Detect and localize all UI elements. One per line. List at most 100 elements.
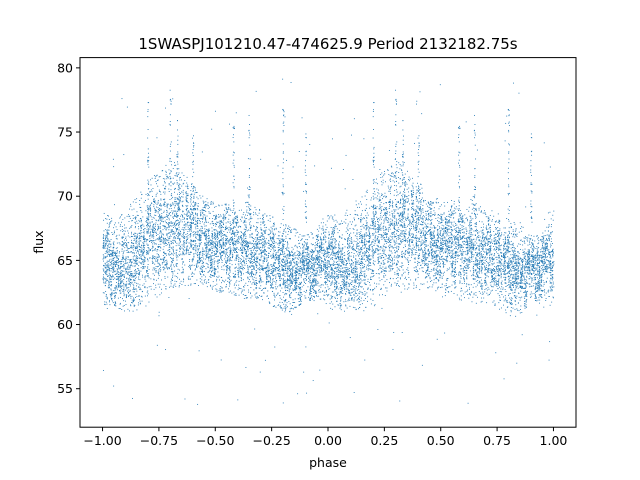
- data-point: [467, 258, 469, 260]
- data-point: [107, 229, 109, 231]
- data-point: [377, 259, 379, 261]
- data-point: [185, 229, 187, 231]
- data-point: [451, 211, 453, 213]
- data-point: [429, 223, 431, 225]
- data-point: [234, 244, 236, 246]
- data-point: [131, 271, 133, 273]
- data-point: [330, 267, 332, 269]
- data-point: [151, 235, 153, 237]
- data-point: [138, 257, 140, 259]
- data-point: [129, 279, 131, 281]
- data-point: [420, 236, 422, 238]
- data-point: [444, 248, 446, 250]
- data-point: [121, 250, 123, 252]
- data-point: [190, 221, 192, 223]
- data-point: [408, 236, 409, 238]
- data-point: [379, 257, 381, 259]
- data-point: [441, 247, 443, 249]
- data-point: [446, 232, 448, 234]
- data-point: [183, 253, 185, 255]
- data-point: [431, 254, 432, 256]
- data-point: [126, 281, 128, 283]
- data-point: [393, 241, 395, 243]
- data-point: [353, 240, 355, 242]
- data-point: [367, 268, 369, 270]
- data-point: [192, 248, 194, 250]
- data-point: [160, 199, 162, 201]
- data-point: [411, 193, 412, 195]
- data-point: [133, 254, 135, 256]
- data-point: [245, 251, 247, 253]
- data-point: [120, 266, 121, 268]
- data-point: [360, 217, 362, 219]
- data-point: [154, 202, 155, 203]
- data-point: [399, 199, 401, 201]
- data-point: [347, 273, 349, 275]
- data-point: [147, 217, 149, 219]
- data-point: [240, 279, 242, 281]
- data-point: [147, 259, 149, 260]
- data-point: [238, 238, 240, 240]
- data-point: [448, 250, 450, 252]
- data-point: [334, 253, 336, 255]
- data-point: [392, 264, 394, 266]
- data-point: [175, 265, 177, 267]
- data-point: [345, 259, 347, 261]
- data-point: [211, 245, 213, 247]
- data-point: [179, 218, 181, 220]
- data-point: [393, 239, 395, 241]
- data-point: [352, 245, 354, 247]
- data-point: [446, 222, 448, 224]
- data-point: [454, 242, 456, 244]
- data-point: [330, 273, 332, 275]
- data-point: [385, 215, 387, 217]
- data-point: [219, 225, 221, 227]
- data-point: [388, 237, 390, 239]
- data-point: [242, 260, 244, 262]
- data-point: [403, 214, 405, 215]
- data-point: [135, 263, 137, 265]
- data-point: [451, 246, 453, 247]
- data-point: [394, 252, 396, 253]
- data-point: [192, 235, 194, 237]
- data-point: [417, 257, 419, 259]
- data-point: [431, 227, 433, 229]
- data-point: [342, 249, 344, 251]
- data-point: [338, 271, 340, 273]
- data-point: [377, 227, 379, 229]
- data-point: [149, 249, 151, 251]
- data-point: [138, 240, 140, 242]
- data-point: [420, 234, 422, 236]
- data-point: [138, 228, 140, 230]
- data-point: [391, 232, 393, 233]
- data-point: [345, 288, 347, 290]
- data-point: [196, 224, 198, 226]
- data-point: [240, 272, 242, 274]
- data-point: [142, 266, 144, 268]
- data-point: [427, 263, 429, 265]
- data-point: [142, 242, 144, 244]
- data-point: [219, 251, 221, 253]
- data-point: [369, 247, 370, 248]
- data-point: [125, 245, 127, 247]
- data-point: [147, 224, 149, 226]
- data-point: [407, 249, 409, 251]
- data-point: [112, 257, 114, 259]
- data-point: [117, 276, 119, 278]
- data-point: [186, 223, 188, 225]
- data-point: [414, 227, 416, 229]
- data-point: [114, 302, 116, 304]
- data-point: [187, 212, 189, 214]
- data-point: [176, 242, 178, 244]
- data-point: [356, 260, 358, 262]
- data-point: [379, 261, 381, 262]
- data-point: [433, 236, 435, 238]
- data-point: [401, 265, 403, 267]
- data-point: [345, 264, 347, 266]
- data-point: [123, 277, 125, 278]
- data-point: [109, 249, 111, 251]
- data-point: [208, 253, 210, 255]
- data-point: [123, 244, 125, 246]
- data-point: [211, 239, 213, 241]
- data-point: [174, 225, 176, 227]
